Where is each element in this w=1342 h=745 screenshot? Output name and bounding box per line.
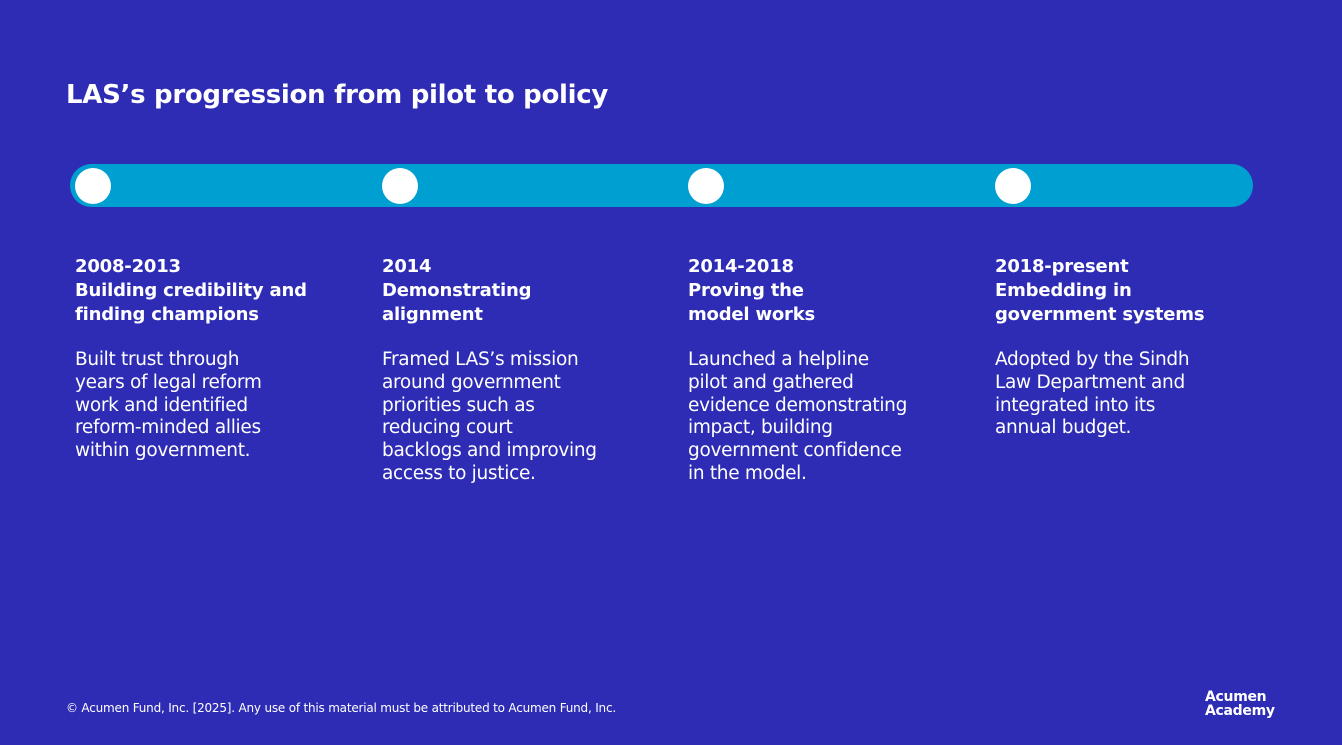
timeline-dot-3 [688, 168, 724, 204]
stage-description: Adopted by the Sindh Law Department and … [995, 349, 1190, 439]
stage-heading: Embedding in government systems [995, 280, 1205, 325]
acumen-academy-logo: Acumen Academy [1205, 689, 1275, 719]
stage-column-1: 2008-2013 Building credibility and findi… [75, 255, 335, 463]
timeline-bar [70, 164, 1253, 207]
stage-description: Built trust through years of legal refor… [75, 349, 262, 462]
timeline-dot-2 [382, 168, 418, 204]
copyright-footer: © Acumen Fund, Inc. [2025]. Any use of t… [66, 701, 616, 715]
stage-period: 2014-2018 [688, 256, 794, 277]
stage-heading: Demonstrating alignment [382, 280, 532, 325]
stage-column-2: 2014 Demonstrating alignment Framed LAS’… [382, 255, 642, 486]
stage-column-4: 2018-present Embedding in government sys… [995, 255, 1255, 440]
stage-heading: Building credibility and finding champio… [75, 280, 307, 325]
stage-description: Framed LAS’s mission around government p… [382, 349, 597, 484]
stage-column-3: 2014-2018 Proving the model works Launch… [688, 255, 948, 486]
page-title: LAS’s progression from pilot to policy [66, 80, 608, 110]
timeline-dot-4 [995, 168, 1031, 204]
stage-heading: Proving the model works [688, 280, 816, 325]
stage-description: Launched a helpline pilot and gathered e… [688, 349, 908, 484]
stage-period: 2014 [382, 256, 432, 277]
stage-period: 2008-2013 [75, 256, 181, 277]
stage-period: 2018-present [995, 256, 1129, 277]
timeline-dot-1 [75, 168, 111, 204]
